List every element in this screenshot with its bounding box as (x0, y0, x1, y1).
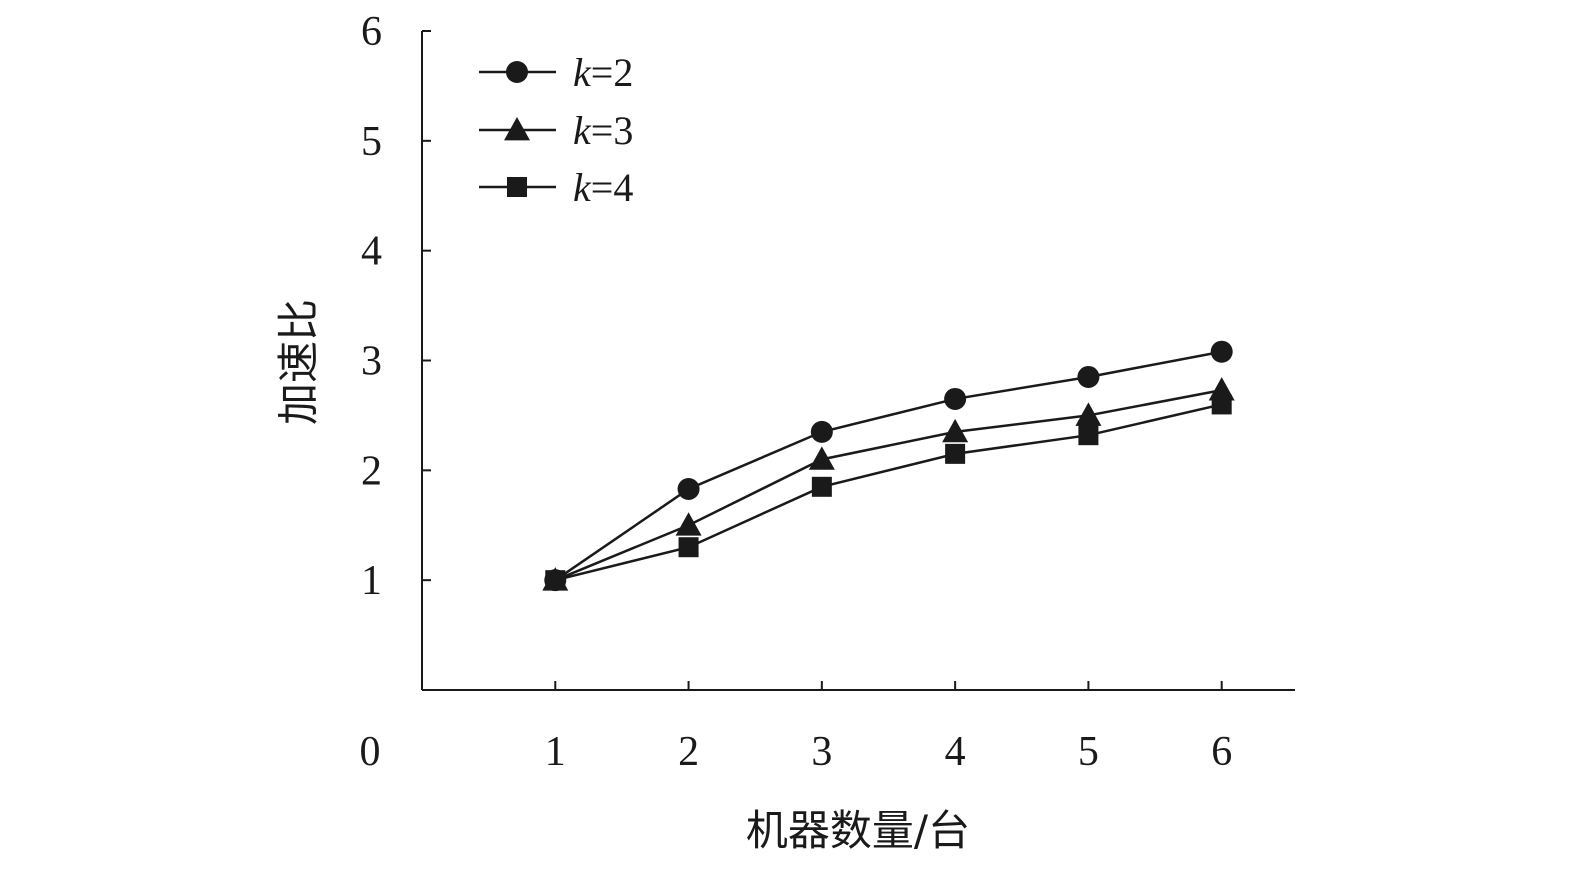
y-tick-label-2: 2 (361, 448, 382, 494)
legend-label-k=3: k=3 (573, 108, 633, 153)
point-k=3-x5 (1075, 402, 1102, 426)
legend-marker-k=2 (506, 61, 528, 83)
x-tick-label-4: 4 (945, 729, 966, 775)
axes: 1 2 3 4 5 6 0 1 2 3 4 5 6 (360, 9, 1295, 775)
x-tick-label-1: 1 (545, 729, 566, 775)
y-tick-label-5: 5 (361, 119, 382, 165)
point-k=4-x5 (1078, 425, 1099, 446)
point-k=4-x6 (1211, 394, 1232, 415)
point-k=2-x6 (1210, 340, 1233, 363)
legend-label-k=4: k=4 (573, 165, 633, 210)
legend-label-k=2: k=2 (573, 50, 633, 95)
point-k=3-x2 (675, 512, 702, 536)
x-tick-label-3: 3 (811, 729, 832, 775)
point-k=4-x4 (945, 443, 966, 464)
legend-item-k=3: k=3 (479, 108, 633, 153)
series-line-k=3 (554, 388, 1222, 582)
x-tick-label-0: 0 (360, 729, 381, 775)
point-k=2-x3 (810, 420, 833, 443)
series-line-k=4 (554, 403, 1222, 582)
point-k=4-x3 (811, 476, 832, 497)
y-tick-label-6: 6 (361, 9, 382, 55)
point-k=3-x4 (942, 418, 969, 443)
point-k=2-x2 (677, 478, 700, 501)
x-tick-label-5: 5 (1078, 729, 1099, 775)
point-k=2-x4 (944, 387, 967, 410)
point-k=3-x3 (808, 446, 835, 470)
x-tick-label-6: 6 (1211, 729, 1232, 775)
y-tick-label-4: 4 (361, 229, 382, 275)
series-group (542, 340, 1235, 592)
legend-marker-k=4 (507, 177, 527, 197)
legend: k=2 k=3 k=4 (479, 50, 633, 210)
legend-marker-k=3 (504, 117, 530, 141)
point-k=2-x5 (1077, 365, 1100, 388)
series-k=2 (544, 340, 1233, 592)
x-tick-label-2: 2 (678, 729, 699, 775)
point-k=4-x2 (678, 537, 699, 558)
series-k=4 (545, 394, 1232, 591)
y-axis-title: 加速比 (274, 299, 323, 425)
y-tick-label-3: 3 (361, 339, 382, 385)
x-axis-title: 机器数量/台 (746, 806, 970, 855)
legend-item-k=2: k=2 (479, 50, 633, 95)
y-tick-label-1: 1 (361, 558, 382, 604)
legend-item-k=4: k=4 (479, 165, 633, 210)
series-line-k=2 (554, 350, 1222, 582)
point-k=4-x1 (545, 570, 566, 591)
